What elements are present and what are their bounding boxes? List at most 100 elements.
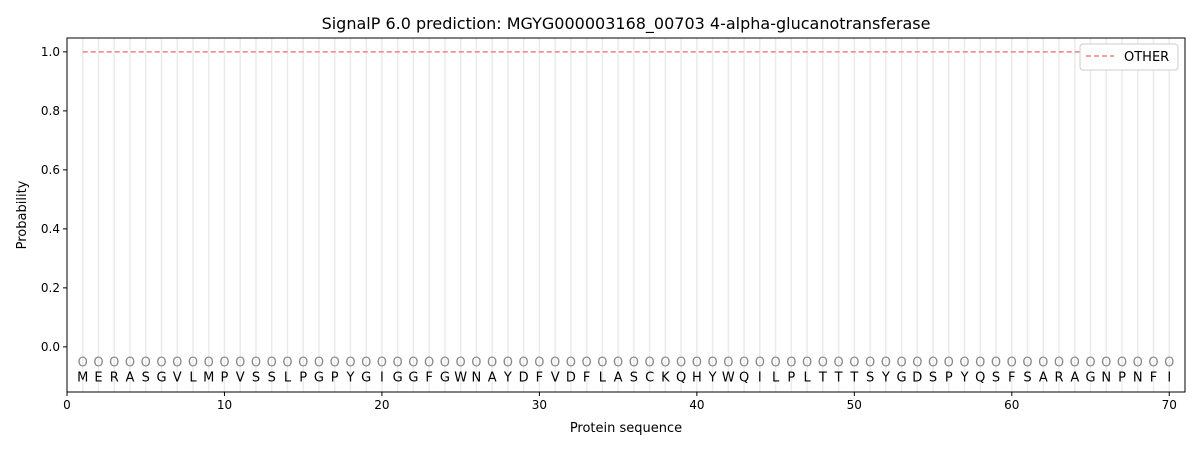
region-marker: O [534, 356, 544, 371]
residue-label: L [189, 370, 197, 385]
y-tick-label: 1.0 [41, 45, 60, 59]
residue-label: M [203, 370, 214, 385]
region-marker: O [723, 356, 733, 371]
region-marker: O [1038, 356, 1048, 371]
residue-label: P [787, 370, 795, 385]
residue-label: G [361, 370, 371, 385]
region-marker: O [959, 356, 969, 371]
plot-frame [66, 37, 1186, 393]
region-marker: O [440, 356, 450, 371]
y-tick-label: 0.8 [41, 104, 60, 118]
region-marker: O [1054, 356, 1064, 371]
region-marker: O [818, 356, 828, 371]
region-marker: O [944, 356, 954, 371]
residue-label: V [236, 370, 245, 385]
region-marker: O [141, 356, 151, 371]
region-marker: O [1070, 356, 1080, 371]
region-marker: O [928, 356, 938, 371]
residue-label: I [380, 370, 384, 385]
x-tick-label: 0 [63, 398, 71, 412]
x-tick-label: 70 [1162, 398, 1177, 412]
residue-label: P [299, 370, 307, 385]
region-marker: O [865, 356, 875, 371]
region-marker: O [692, 356, 702, 371]
region-marker: O [219, 356, 229, 371]
residue-label: W [454, 370, 467, 385]
region-marker: O [377, 356, 387, 371]
legend-label-other: OTHER [1124, 50, 1169, 65]
residue-label: L [284, 370, 292, 385]
region-marker: O [613, 356, 623, 371]
residue-label: A [1070, 370, 1079, 385]
residue-label: S [142, 370, 150, 385]
region-marker: O [833, 356, 843, 371]
residue-label: I [1167, 370, 1171, 385]
region-marker: O [629, 356, 639, 371]
region-marker: O [1164, 356, 1174, 371]
region-marker: O [896, 356, 906, 371]
region-marker: O [424, 356, 434, 371]
region-marker: O [849, 356, 859, 371]
region-marker: O [582, 356, 592, 371]
region-marker: O [550, 356, 560, 371]
x-axis-label: Protein sequence [570, 421, 682, 436]
residue-label: T [849, 370, 858, 385]
residue-label: S [929, 370, 937, 385]
region-marker: O [770, 356, 780, 371]
region-marker: O [1133, 356, 1143, 371]
y-axis-label: Probability [15, 180, 30, 249]
residue-label: Y [345, 370, 354, 385]
residue-label: K [661, 370, 670, 385]
region-marker: O [125, 356, 135, 371]
x-tick-label: 20 [374, 398, 389, 412]
residue-label: V [551, 370, 560, 385]
residue-label: P [945, 370, 953, 385]
residue-label: A [1039, 370, 1048, 385]
residue-label: W [722, 370, 735, 385]
residue-label: F [1008, 370, 1015, 385]
x-tick-label: 60 [1004, 398, 1019, 412]
residue-label: P [1118, 370, 1126, 385]
residue-label: G [897, 370, 907, 385]
region-marker: O [78, 356, 88, 371]
residue-label: I [758, 370, 762, 385]
region-marker: O [393, 356, 403, 371]
residue-label: M [77, 370, 88, 385]
region-marker: O [298, 356, 308, 371]
x-tick-label: 10 [217, 398, 232, 412]
residue-label: R [110, 370, 119, 385]
residue-label: D [519, 370, 529, 385]
residue-label: P [331, 370, 339, 385]
residue-label: D [912, 370, 922, 385]
region-marker: O [912, 356, 922, 371]
residue-label: R [1055, 370, 1064, 385]
residue-label: G [408, 370, 418, 385]
x-tick-label: 50 [847, 398, 862, 412]
x-tick-label: 30 [532, 398, 547, 412]
region-marker: O [519, 356, 529, 371]
y-tick-label: 0.2 [41, 281, 60, 295]
region-marker: O [408, 356, 418, 371]
residue-label: N [1133, 370, 1143, 385]
residue-label: F [536, 370, 543, 385]
residue-label: F [583, 370, 590, 385]
residue-label: V [173, 370, 182, 385]
region-marker: O [503, 356, 513, 371]
residue-label: F [425, 370, 432, 385]
residue-label: G [440, 370, 450, 385]
region-marker: O [361, 356, 371, 371]
residue-label: Y [503, 370, 512, 385]
chart-title: SignalP 6.0 prediction: MGYG000003168_00… [322, 14, 931, 34]
residue-label: D [566, 370, 576, 385]
residue-label: Y [881, 370, 890, 385]
x-tick-label: 40 [689, 398, 704, 412]
region-marker: O [251, 356, 261, 371]
residue-label: T [834, 370, 843, 385]
region-marker: O [1101, 356, 1111, 371]
residue-label: S [268, 370, 276, 385]
residue-label: H [692, 370, 702, 385]
residue-label: Q [975, 370, 985, 385]
region-marker: O [1148, 356, 1158, 371]
residue-label: N [1101, 370, 1111, 385]
